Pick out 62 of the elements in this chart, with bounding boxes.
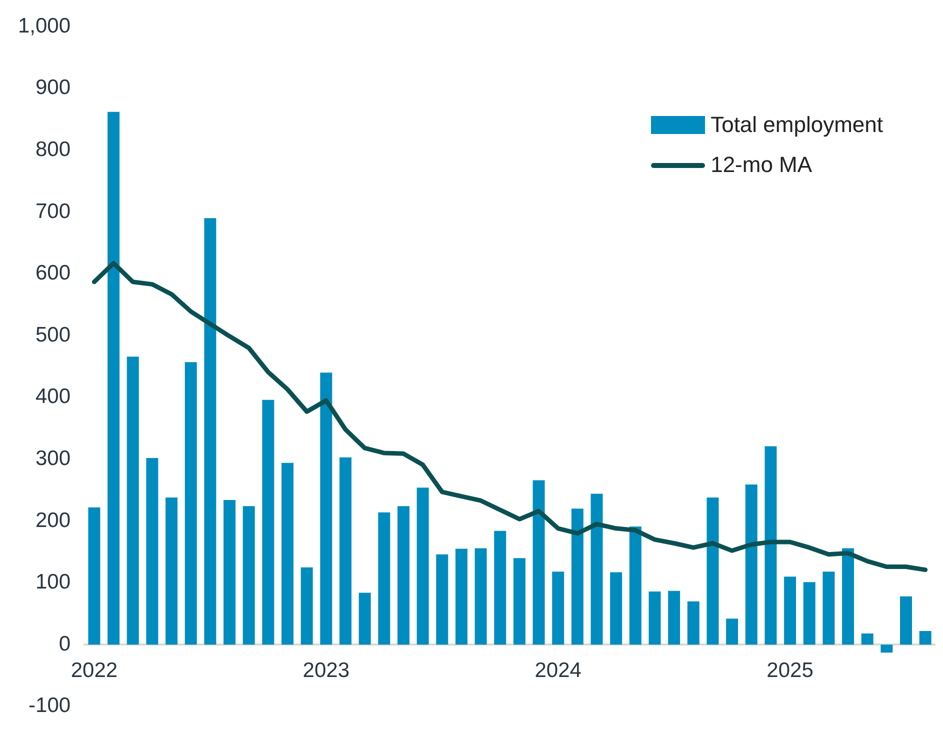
bar [552,572,564,645]
bar [706,498,719,645]
y-tick-label: 500 [36,323,71,346]
y-tick-label: 700 [36,200,71,223]
bar [474,548,487,645]
y-tick-label: -100 [28,694,71,718]
y-tick-label: 800 [36,138,71,161]
bar [204,218,216,645]
bar [629,526,642,645]
bar [242,506,255,645]
bar [436,554,448,645]
bar [146,458,158,645]
bar [358,592,371,645]
x-tick-label: 2024 [534,658,582,682]
bar [494,530,506,645]
bar [532,480,545,645]
bar [842,548,854,645]
bar [726,618,738,645]
y-tick-label: 200 [36,508,71,532]
bar [880,644,893,653]
bar [571,508,584,645]
bar [610,572,622,645]
bar [184,362,197,645]
y-tick-label: 400 [36,385,71,408]
legend-label: 12-mo MA [710,152,812,178]
bar [397,506,410,645]
legend-label: Total employment [710,112,883,138]
y-tick-label: 300 [36,446,71,470]
bar [416,488,429,645]
bar [513,558,526,645]
bar [822,572,835,645]
bar [590,494,603,645]
bar [88,507,100,645]
bar [166,498,178,645]
y-tick-label: 1,000 [18,14,71,38]
x-tick-label: 2025 [766,658,814,682]
bar [339,457,352,645]
y-tick-label: 900 [36,76,71,100]
bar [262,400,274,645]
y-tick-label: 100 [36,570,71,594]
bar [320,372,332,645]
bar [784,576,796,645]
bar [455,548,468,645]
bar [900,596,912,645]
bar [861,633,874,645]
y-tick-label: 600 [36,262,71,285]
bar [687,601,700,645]
bar [108,112,120,645]
bar [378,512,390,645]
bar [224,500,236,645]
bar [803,582,816,645]
bar [919,631,932,645]
bar [126,356,139,645]
x-tick-label: 2022 [70,658,118,682]
bar [282,462,294,645]
bar [648,591,661,645]
bar [745,484,758,645]
bar [668,590,680,645]
y-tick-label: 0 [58,632,71,656]
x-tick-label: 2023 [302,658,350,682]
bar [764,446,777,645]
bar [300,567,313,645]
